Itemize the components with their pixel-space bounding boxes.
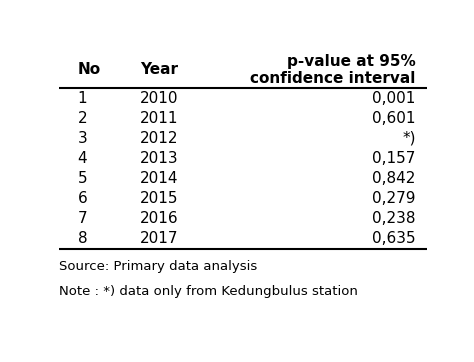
Text: Note : *) data only from Kedungbulus station: Note : *) data only from Kedungbulus sta… (59, 285, 358, 298)
Text: 2011: 2011 (140, 111, 179, 126)
Text: 7: 7 (78, 211, 87, 226)
Text: 5: 5 (78, 171, 87, 186)
Text: 2010: 2010 (140, 90, 179, 106)
Text: 3: 3 (78, 131, 87, 146)
Text: No: No (78, 62, 101, 77)
Text: 0,601: 0,601 (372, 111, 416, 126)
Text: 8: 8 (78, 231, 87, 246)
Text: 0,842: 0,842 (372, 171, 416, 186)
Text: 0,001: 0,001 (372, 90, 416, 106)
Text: *): *) (402, 131, 416, 146)
Text: 2016: 2016 (140, 211, 179, 226)
Text: 0,157: 0,157 (372, 151, 416, 166)
Text: 2013: 2013 (140, 151, 179, 166)
Text: 4: 4 (78, 151, 87, 166)
Text: 6: 6 (78, 191, 87, 206)
Text: 2014: 2014 (140, 171, 179, 186)
Text: 2017: 2017 (140, 231, 179, 246)
Text: 2012: 2012 (140, 131, 179, 146)
Text: 2: 2 (78, 111, 87, 126)
Text: 0,279: 0,279 (372, 191, 416, 206)
Text: Source: Primary data analysis: Source: Primary data analysis (59, 260, 257, 273)
Text: p-value at 95%
confidence interval: p-value at 95% confidence interval (250, 54, 416, 86)
Text: 0,238: 0,238 (372, 211, 416, 226)
Text: 1: 1 (78, 90, 87, 106)
Text: Year: Year (140, 62, 178, 77)
Text: 2015: 2015 (140, 191, 179, 206)
Text: 0,635: 0,635 (372, 231, 416, 246)
